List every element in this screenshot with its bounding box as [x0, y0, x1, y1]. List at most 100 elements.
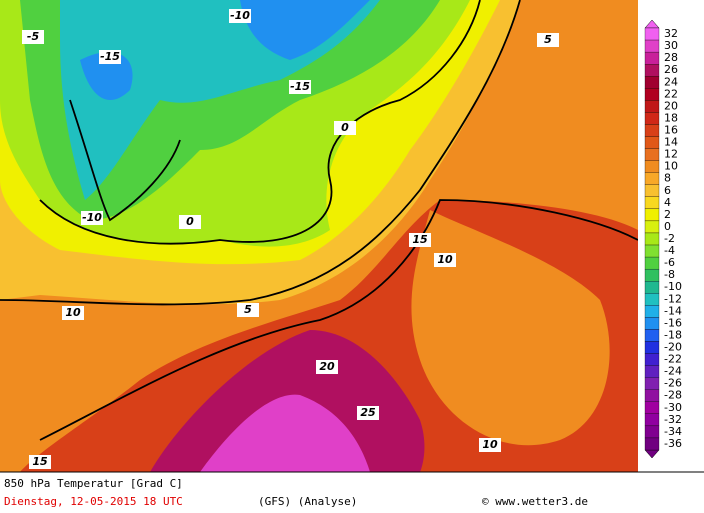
colorbar-label: 10: [664, 160, 678, 173]
map-label: 20: [319, 360, 335, 373]
colorbar-label: 6: [664, 184, 671, 197]
map-label: 25: [360, 406, 376, 419]
colorbar-label: 20: [664, 99, 678, 112]
map-label: -15: [290, 80, 310, 93]
map-label-box: [289, 80, 311, 94]
colorbar-label: -28: [664, 389, 682, 402]
colorbar-cell: [644, 293, 660, 306]
colorbar-cell: [644, 64, 660, 77]
map-label: 10: [482, 438, 498, 451]
colorbar-label: 22: [664, 87, 678, 100]
map-label-box: [409, 233, 431, 247]
map-label: 5: [544, 33, 552, 46]
colorbar-cell: [644, 100, 660, 113]
colorbar-label: 28: [664, 51, 678, 64]
map-label: -10: [82, 211, 102, 224]
colorbar-cell: [644, 305, 660, 318]
map-label-box: [81, 211, 103, 225]
colorbar-cell: [644, 389, 660, 402]
colorbar-label: 0: [664, 220, 671, 233]
map-label: 0: [186, 215, 194, 228]
colorbar-label: -8: [664, 268, 675, 281]
colorbar-cell: [644, 281, 660, 294]
colorbar-cell: [644, 27, 660, 41]
map-label: 10: [65, 306, 81, 319]
colorbar-label: -36: [664, 437, 682, 450]
colorbar-cell: [644, 244, 660, 258]
isotherms: [0, 0, 638, 441]
colorbar-cell: [644, 353, 660, 366]
orange-island: [411, 210, 610, 446]
map-label-box: [179, 215, 201, 229]
colorbar-label: 2: [664, 208, 671, 221]
colorbar-cell: [644, 268, 660, 282]
colorbar-cell: [644, 172, 660, 185]
hottest-core: [200, 394, 370, 472]
map-label-box: [99, 50, 121, 64]
map-label-box: [62, 306, 84, 320]
map-label-box: [357, 406, 379, 420]
colorbar-cell: [644, 51, 660, 65]
colorbar-cell: [644, 425, 660, 439]
colorbar-cell: [644, 220, 660, 234]
map-label-box: [537, 33, 559, 47]
colorbar-label: -22: [664, 353, 682, 366]
colorbar-label: -16: [664, 316, 682, 329]
colorbar-cell: [644, 208, 660, 222]
map-label: 5: [244, 303, 252, 316]
footer-title: 850 hPa Temperatur [Grad C]: [4, 477, 183, 490]
colorbar-cell: [644, 401, 660, 414]
colorbar-cell: [644, 76, 660, 89]
colorbar-cell: [644, 232, 660, 246]
colorbar-cell: [644, 317, 660, 330]
map-label: 10: [437, 253, 453, 266]
colorbar-cell: [644, 39, 660, 53]
colorbar-cell: [644, 184, 660, 197]
colorbar-label: 24: [664, 75, 678, 88]
colorbar-label: -14: [664, 304, 682, 317]
colorbar-cell: [644, 124, 660, 137]
coldest-core: [80, 0, 370, 100]
colorbar-label: -34: [664, 425, 682, 438]
map: [0, 0, 638, 472]
colorbar-cell: [644, 136, 660, 149]
map-label-box: [434, 253, 456, 267]
colorbar-label: -12: [664, 292, 682, 305]
colorbar-label: -2: [664, 232, 675, 245]
colorbar-cell: [644, 341, 660, 354]
colorbar-cell: [644, 88, 660, 101]
map-label: -15: [100, 50, 120, 63]
colorbar-cell: [644, 112, 660, 125]
footer-date: Dienstag, 12-05-2015 18 UTC: [4, 495, 183, 508]
footer-model: (GFS) (Analyse): [258, 495, 357, 508]
colorbar-label: -10: [664, 280, 682, 293]
map-label: -5: [27, 30, 40, 43]
colorbar-label: 26: [664, 63, 678, 76]
colorbar-label: -32: [664, 413, 682, 426]
colorbar-label: -24: [664, 365, 682, 378]
colorbar-cell: [644, 196, 660, 210]
colorbar-label: -20: [664, 341, 682, 354]
colorbar-label: 32: [664, 27, 678, 40]
map-label: -10: [230, 9, 250, 22]
map-label-box: [22, 30, 44, 44]
colorbar-label: 30: [664, 39, 678, 52]
colorbar-label: -6: [664, 256, 675, 269]
colorbar-cell: [644, 377, 660, 390]
map-label: 15: [32, 455, 48, 468]
map-label-box: [316, 360, 338, 374]
colorbar-label: -4: [664, 244, 675, 257]
map-label: 0: [341, 121, 349, 134]
colorbar-cell: [644, 365, 660, 378]
map-label-box: [229, 9, 251, 23]
footer-source: © www.wetter3.de: [482, 495, 588, 508]
map-label-box: [29, 455, 51, 469]
colorbar-cell: [644, 413, 660, 427]
map-label-box: [237, 303, 259, 317]
colorbar-cell: [644, 148, 660, 161]
colorbar-label: 18: [664, 111, 678, 124]
map-label-box: [334, 121, 356, 135]
map-label-box: [479, 438, 501, 452]
colorbar-cell: [644, 256, 660, 270]
